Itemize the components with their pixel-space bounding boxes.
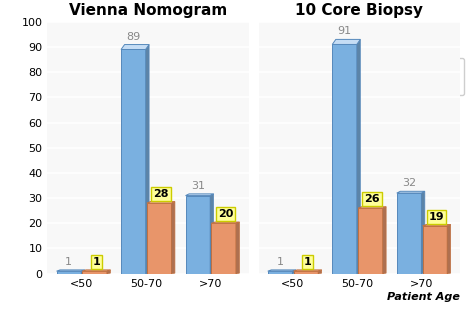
Legend: No Cancer, Cancer: No Cancer, Cancer [375, 58, 464, 95]
Bar [185, 196, 210, 274]
Bar [332, 44, 357, 274]
Polygon shape [146, 44, 149, 274]
Polygon shape [318, 270, 322, 274]
Polygon shape [81, 270, 84, 274]
Text: 20: 20 [218, 209, 233, 219]
Text: 32: 32 [402, 178, 416, 188]
Bar [293, 271, 318, 274]
Polygon shape [332, 39, 360, 44]
Bar [423, 226, 447, 274]
Polygon shape [56, 270, 84, 271]
Text: 1: 1 [65, 257, 73, 267]
Bar [211, 223, 236, 274]
Text: 91: 91 [337, 26, 352, 36]
Text: 1: 1 [92, 257, 100, 267]
Polygon shape [185, 194, 214, 196]
Text: 19: 19 [429, 211, 445, 221]
Text: 1: 1 [304, 257, 311, 267]
Polygon shape [421, 191, 425, 274]
Bar [82, 271, 107, 274]
Title: Vienna Nomogram: Vienna Nomogram [69, 3, 227, 18]
Polygon shape [121, 44, 149, 49]
Text: 31: 31 [191, 181, 205, 191]
Polygon shape [293, 270, 322, 271]
Polygon shape [397, 191, 425, 193]
Polygon shape [172, 202, 175, 274]
Polygon shape [210, 194, 214, 274]
Polygon shape [107, 270, 110, 274]
Polygon shape [268, 270, 296, 271]
Text: 89: 89 [126, 31, 140, 42]
Text: 28: 28 [153, 188, 169, 198]
Text: 1: 1 [276, 257, 283, 267]
Title: 10 Core Biopsy: 10 Core Biopsy [295, 3, 423, 18]
Polygon shape [147, 202, 175, 203]
Bar [147, 203, 172, 274]
Polygon shape [236, 222, 239, 274]
Text: 26: 26 [365, 194, 380, 204]
Bar [121, 49, 146, 274]
Polygon shape [82, 270, 110, 271]
Polygon shape [383, 207, 386, 274]
Bar [397, 193, 421, 274]
Polygon shape [292, 270, 296, 274]
Polygon shape [357, 39, 360, 274]
Polygon shape [211, 222, 239, 223]
Bar [358, 208, 383, 274]
Text: Patient Age: Patient Age [387, 292, 460, 302]
Polygon shape [447, 225, 451, 274]
Polygon shape [423, 225, 451, 226]
Polygon shape [358, 207, 386, 208]
Bar [268, 271, 292, 274]
Bar [56, 271, 81, 274]
